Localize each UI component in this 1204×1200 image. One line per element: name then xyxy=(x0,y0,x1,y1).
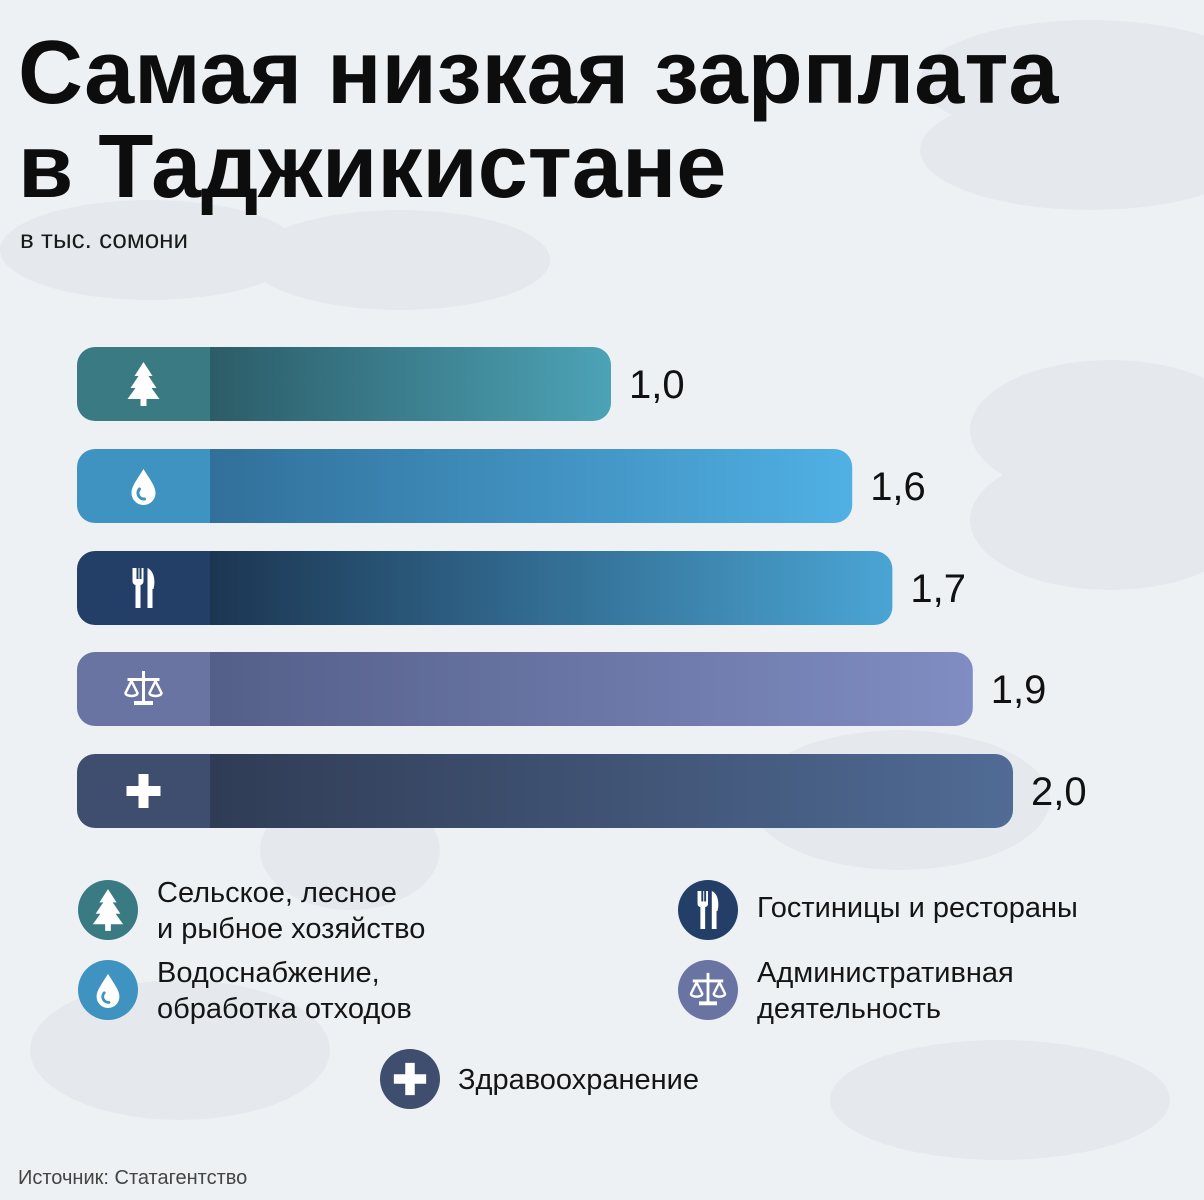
legend-label: Сельское, лесное и рыбное хозяйство xyxy=(157,877,426,945)
value-label: 1,6 xyxy=(870,465,926,509)
legend-label: Здравоохранение xyxy=(458,1064,699,1096)
bar xyxy=(188,652,973,726)
bar-icon xyxy=(132,568,155,608)
icon-pans xyxy=(689,981,727,998)
icon-drop-shine xyxy=(136,487,146,501)
value-label: 2,0 xyxy=(1031,770,1087,814)
bar xyxy=(188,449,853,523)
icon-knife xyxy=(147,568,155,608)
icon-fork xyxy=(132,568,144,608)
icon-tree xyxy=(127,362,160,406)
icon-scales xyxy=(692,972,724,1006)
bar xyxy=(188,551,893,625)
icon-cross xyxy=(393,1062,427,1096)
legend-icon-circle xyxy=(678,880,738,940)
icon-scales xyxy=(127,671,160,705)
bar-icon-cap xyxy=(77,551,210,625)
icon-fork xyxy=(697,891,709,929)
value-label: 1,9 xyxy=(991,668,1047,712)
value-label: 1,0 xyxy=(629,363,685,407)
bar-icon xyxy=(131,469,156,505)
chart-title: Самая низкая зарплата в Таджикистане xyxy=(18,23,1059,217)
legend-icon xyxy=(393,1062,427,1096)
bar-icon xyxy=(127,362,160,406)
chart-subtitle: в тыс. сомони xyxy=(20,224,188,254)
bar xyxy=(188,754,1013,828)
legend-icon xyxy=(689,972,727,1006)
legend-icon xyxy=(697,891,719,929)
source: Источник: Статагентство xyxy=(18,1167,247,1189)
bar-icon xyxy=(126,774,161,808)
legend-label: Административная деятельность xyxy=(757,957,1014,1025)
value-label: 1,7 xyxy=(910,567,966,611)
bar-icon xyxy=(124,671,163,705)
icon-tree xyxy=(92,889,124,931)
icon-knife xyxy=(711,891,719,929)
legend-icon xyxy=(92,889,124,931)
legend-label: Гостиницы и рестораны xyxy=(757,892,1078,924)
legend-icon xyxy=(96,973,120,1009)
legend-label: Водоснабжение, обработка отходов xyxy=(157,957,412,1025)
bar xyxy=(188,347,611,421)
icon-cross xyxy=(126,774,161,808)
icon-pans xyxy=(124,679,163,698)
icon-drop-shine xyxy=(101,991,111,1004)
